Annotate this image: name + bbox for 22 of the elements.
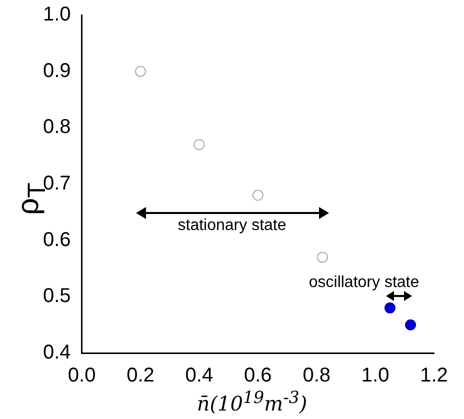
x-tick-label: 0.4 [185, 364, 214, 387]
x-tick-label: 0.2 [126, 364, 154, 387]
point [316, 252, 328, 263]
point [135, 66, 146, 77]
point [405, 319, 416, 330]
point [194, 139, 205, 150]
x-tick-label: 1.0 [361, 364, 390, 387]
annotation: stationary state [178, 217, 286, 235]
x-axis-title: n̄(10$^{19}$m$^{-3}$) [196, 388, 308, 416]
y-tick-label: 0.5 [42, 285, 71, 308]
y-tick-label: 0.6 [42, 228, 71, 251]
y-tick-label: 0.4 [42, 342, 71, 364]
y-tick-label: 0.9 [42, 60, 71, 82]
point [252, 190, 264, 201]
x-tick-label: 1.2 [420, 364, 448, 387]
point [384, 302, 396, 314]
x-tick-label: 0.0 [68, 364, 96, 387]
y-tick-label: 0.8 [42, 116, 71, 138]
y-tick-label: 1.0 [42, 4, 71, 26]
annotation: oscillatory state [308, 274, 420, 292]
x-tick-label: 0.6 [244, 364, 272, 387]
x-tick-label: 0.8 [302, 364, 331, 387]
